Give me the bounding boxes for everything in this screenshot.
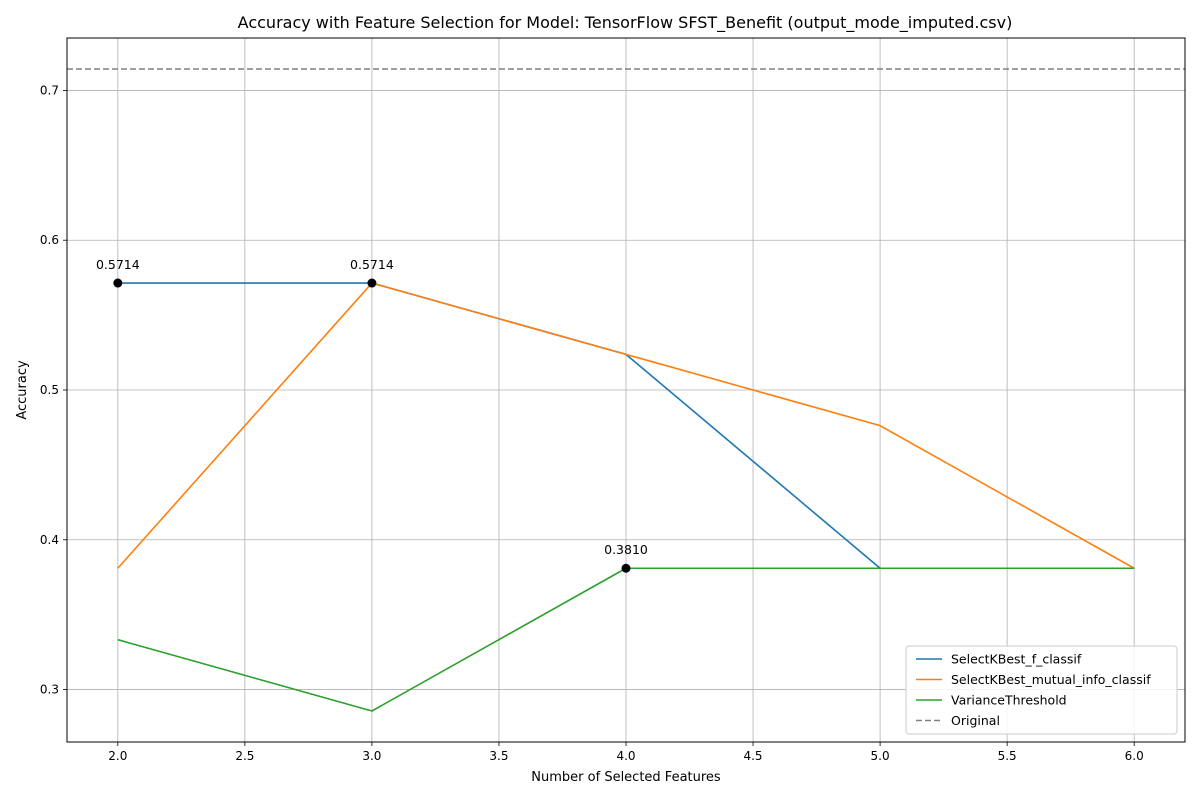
legend-box [905,645,1178,735]
x-axis-ticks: 2.0 2.5 3.0 3.5 4.0 4.5 5.0 5.5 6.0 [108,742,1144,763]
annotation-label: 0.5714 [350,257,394,272]
annotation-marker [367,278,377,288]
y-tick-label: 0.5 [40,383,59,397]
y-axis-label: Accuracy [15,360,30,420]
y-tick-label: 0.4 [40,533,59,547]
grid [67,38,1185,742]
x-tick-label: 4.0 [616,749,635,763]
x-tick-label: 3.0 [362,749,381,763]
x-tick-label: 2.5 [235,749,254,763]
annotation-marker [621,563,631,573]
legend: SelectKBest_f_classif SelectKBest_mutual_… [905,645,1178,735]
annotation-marker [113,278,123,288]
legend-label: SelectKBest_mutual_info_classif [951,672,1151,687]
annotation-label: 0.3810 [604,542,648,557]
x-tick-label: 2.0 [108,749,127,763]
y-axis-ticks: 0.3 0.4 0.5 0.6 0.7 [40,83,67,697]
x-tick-label: 6.0 [1125,749,1144,763]
x-tick-label: 4.5 [743,749,762,763]
x-axis-label: Number of Selected Features [531,770,721,785]
y-tick-label: 0.3 [40,683,59,697]
y-tick-label: 0.7 [40,83,59,97]
y-tick-label: 0.6 [40,233,59,247]
series-line-1 [117,282,1135,569]
x-tick-label: 5.5 [998,749,1017,763]
legend-label: VarianceThreshold [951,693,1067,708]
legend-label: SelectKBest_f_classif [951,652,1082,667]
annotation-layer: 0.5714 0.5714 0.3810 [96,257,648,573]
annotation-label: 0.5714 [96,257,140,272]
chart-title: Accuracy with Feature Selection for Mode… [238,13,1013,33]
x-tick-label: 5.0 [871,749,890,763]
x-tick-label: 3.5 [489,749,508,763]
legend-label: Original [951,713,1000,728]
